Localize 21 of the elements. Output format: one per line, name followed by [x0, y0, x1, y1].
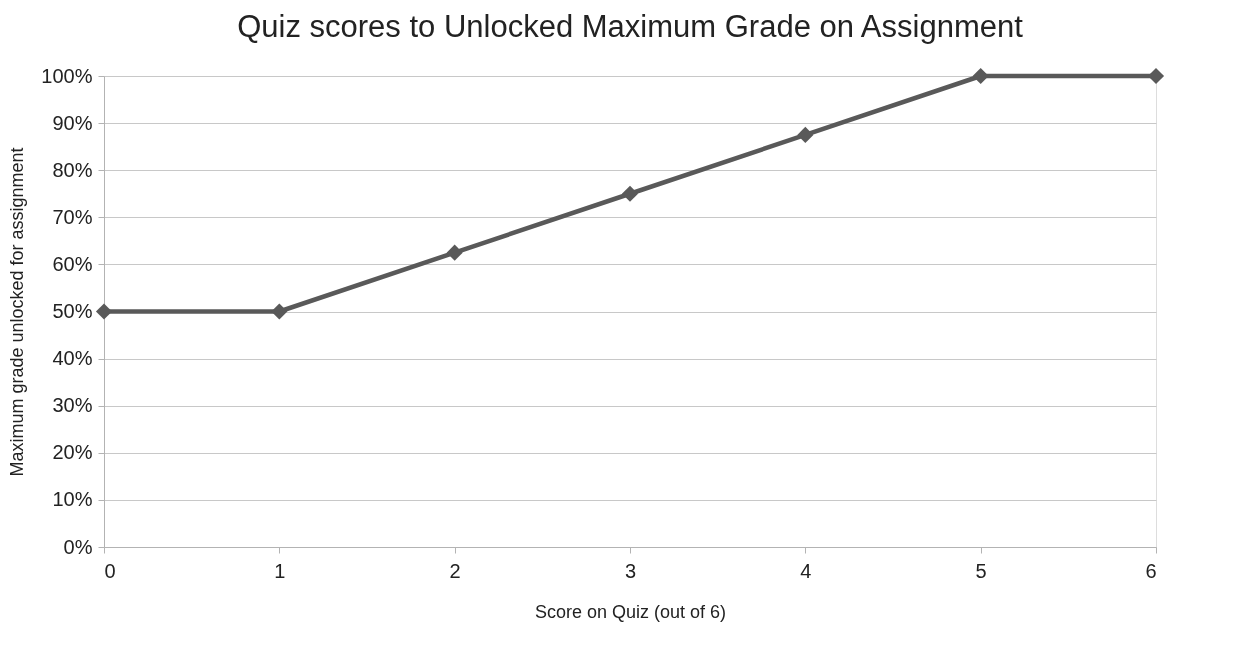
- x-tick-label: 5: [975, 559, 987, 582]
- y-tick-label: 30%: [52, 394, 93, 417]
- x-tick-label: 4: [800, 559, 812, 582]
- y-tick-label: 10%: [52, 488, 93, 511]
- y-tick-label: 80%: [52, 158, 93, 181]
- x-axis-title: Score on Quiz (out of 6): [534, 601, 727, 622]
- x-tick-label: 0: [104, 559, 116, 582]
- y-tick-label: 70%: [52, 205, 93, 228]
- x-tick-label: 2: [449, 559, 461, 582]
- y-tick-label: 100%: [41, 64, 93, 87]
- x-tick-label: 6: [1145, 559, 1157, 582]
- y-tick-label: 60%: [52, 252, 93, 275]
- y-tick-label: 20%: [52, 441, 93, 464]
- x-tick-label: 3: [624, 559, 637, 582]
- y-tick-label: 0%: [63, 535, 93, 558]
- y-tick-label: 50%: [52, 300, 93, 322]
- chart-title: Quiz scores to Unlocked Maximum Grade on Assignment: [237, 9, 1024, 44]
- y-tick-label: 40%: [52, 347, 93, 370]
- x-tick-label: 1: [274, 559, 286, 582]
- y-axis-title: Maximum grade unlocked for assignment: [7, 147, 28, 477]
- y-tick-label: 90%: [52, 111, 93, 134]
